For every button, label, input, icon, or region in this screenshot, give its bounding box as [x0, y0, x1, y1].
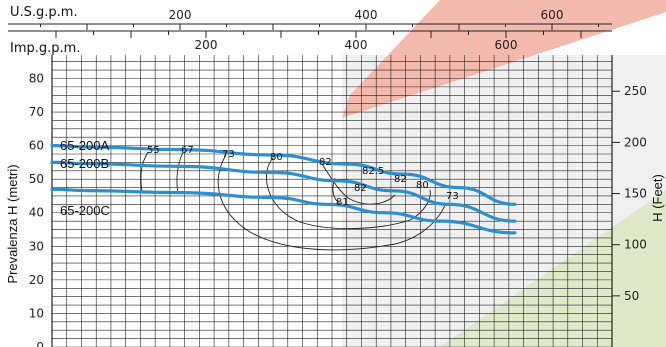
efficiency-label-80: 80 — [270, 152, 283, 163]
impgpm-tick-label: 600 — [495, 38, 518, 52]
usgpm-label: U.S.g.p.m. — [10, 5, 78, 20]
series-line-65-200A — [50, 144, 517, 206]
series-label-65-200C: 65-200C — [60, 203, 110, 218]
grid — [51, 55, 613, 347]
y-left-tick-label: 10 — [29, 306, 44, 320]
efficiency-label-82-top: 82 — [319, 157, 332, 168]
efficiency-label-55: 55 — [147, 145, 160, 156]
y-left-tick-label: 0 — [36, 340, 44, 347]
efficiency-label-80-right: 80 — [416, 180, 429, 191]
right-axis: H (Feet) — [611, 55, 665, 347]
y-left-tick-label: 40 — [29, 206, 44, 220]
y-right-tick-label: 100 — [624, 238, 647, 252]
efficiency-contour-55 — [140, 151, 149, 193]
efficiency-label-82-low: 82 — [354, 183, 367, 194]
y-left-tick-label: 60 — [29, 139, 44, 153]
series-label-65-200B: 65-200B — [60, 156, 109, 171]
efficiency-contour-67 — [176, 151, 184, 195]
y-left-tick-label: 80 — [29, 71, 44, 85]
y-left-tick-label: 50 — [29, 172, 44, 186]
series-line-65-200B — [50, 160, 517, 223]
efficiency-label-82-5: 82.5 — [362, 166, 384, 177]
usgpm-tick-label: 200 — [169, 8, 192, 22]
series-label-65-200A: 65-200A — [60, 138, 109, 153]
red-wedge — [342, 0, 666, 118]
efficiency-label-82-mid: 82 — [394, 174, 407, 185]
usgpm-ticks: 200400600800 — [40, 8, 599, 30]
impgpm-label: Imp.g.p.m. — [10, 41, 80, 56]
efficiency-label-73-right: 73 — [446, 191, 459, 202]
impgpm-tick-label: 400 — [345, 38, 368, 52]
series-curves — [50, 144, 517, 235]
y-left-tick-label: 30 — [29, 239, 44, 253]
y-left-title: Prevalenza H (metri) — [5, 164, 20, 283]
y-right-tick-label: 150 — [624, 187, 647, 201]
impgpm-ticks: 200 400 600 — [55, 31, 582, 52]
y-right-tick-label: 200 — [624, 135, 647, 149]
efficiency-contour-80 — [266, 157, 431, 230]
efficiency-label-81: 81 — [336, 197, 349, 208]
y-left-tick-label: 70 — [29, 105, 44, 119]
y-right-tick-label: 50 — [624, 289, 639, 303]
y-right-title: H (Feet) — [650, 174, 665, 222]
top-axes: U.S.g.p.m. Imp.g.p.m. — [8, 5, 612, 56]
left-axis: Prevalenza H (metri) — [5, 55, 53, 347]
usgpm-tick-label: 600 — [541, 8, 564, 22]
usgpm-tick-label: 400 — [355, 8, 378, 22]
y-right-tick-label: 250 — [624, 84, 647, 98]
impgpm-tick-label: 200 — [195, 38, 218, 52]
y-left-tick-label: 20 — [29, 273, 44, 287]
series-labels: 65-200A 65-200B 65-200C — [60, 138, 110, 218]
y-left-ticks: 0 10 20 30 40 50 60 70 80 — [29, 71, 44, 347]
efficiency-contour-82 — [321, 163, 396, 205]
y-right-ticks: 50 100 150 200 250 — [612, 84, 647, 303]
efficiency-label-73: 73 — [222, 149, 235, 160]
series-line-65-200C — [50, 187, 517, 235]
efficiency-label-67: 67 — [181, 145, 194, 156]
efficiency-labels: 55 67 73 80 82 82.5 82 82 80 73 81 — [147, 145, 459, 208]
